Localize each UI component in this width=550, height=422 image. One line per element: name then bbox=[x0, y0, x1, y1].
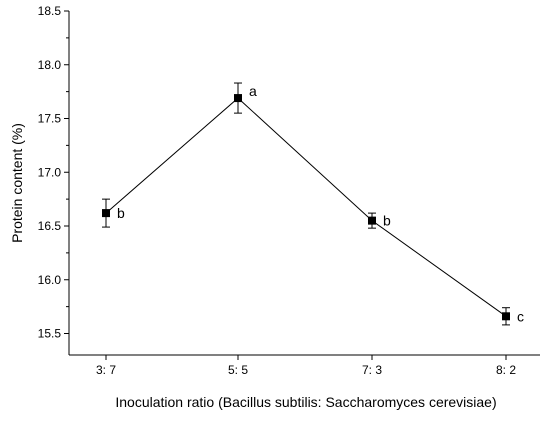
x-axis-title: Inoculation ratio (Bacillus subtilis: Sa… bbox=[115, 394, 496, 410]
x-ticks: 3: 7 5: 5 7: 3 8: 2 bbox=[96, 355, 516, 377]
data-point bbox=[502, 312, 510, 321]
x-tick-label: 7: 3 bbox=[362, 363, 382, 377]
data-point bbox=[102, 209, 110, 218]
data-point bbox=[234, 94, 242, 103]
y-ticks: 15.5 16.0 16.5 17.0 17.5 18.0 18.5 bbox=[38, 4, 69, 341]
significance-label: a bbox=[249, 83, 257, 99]
series-line bbox=[105, 97, 507, 317]
y-tick-label: 18.0 bbox=[38, 58, 62, 72]
y-tick-label: 15.5 bbox=[38, 327, 62, 341]
y-tick-label: 16.5 bbox=[38, 219, 62, 233]
series: b a b c bbox=[102, 82, 524, 326]
y-tick-label: 16.0 bbox=[38, 273, 62, 287]
x-tick-label: 8: 2 bbox=[496, 363, 516, 377]
significance-label: b bbox=[117, 205, 125, 221]
x-tick-label: 3: 7 bbox=[96, 363, 116, 377]
y-tick-label: 18.5 bbox=[38, 4, 62, 18]
y-tick-label: 17.5 bbox=[38, 112, 62, 126]
y-axis-title: Protein content (%) bbox=[9, 123, 25, 243]
significance-label: b bbox=[383, 213, 391, 229]
axes bbox=[68, 11, 540, 356]
significance-label: c bbox=[517, 308, 524, 324]
x-tick-label: 5: 5 bbox=[228, 363, 248, 377]
y-tick-label: 17.0 bbox=[38, 165, 62, 179]
data-point bbox=[368, 216, 376, 225]
